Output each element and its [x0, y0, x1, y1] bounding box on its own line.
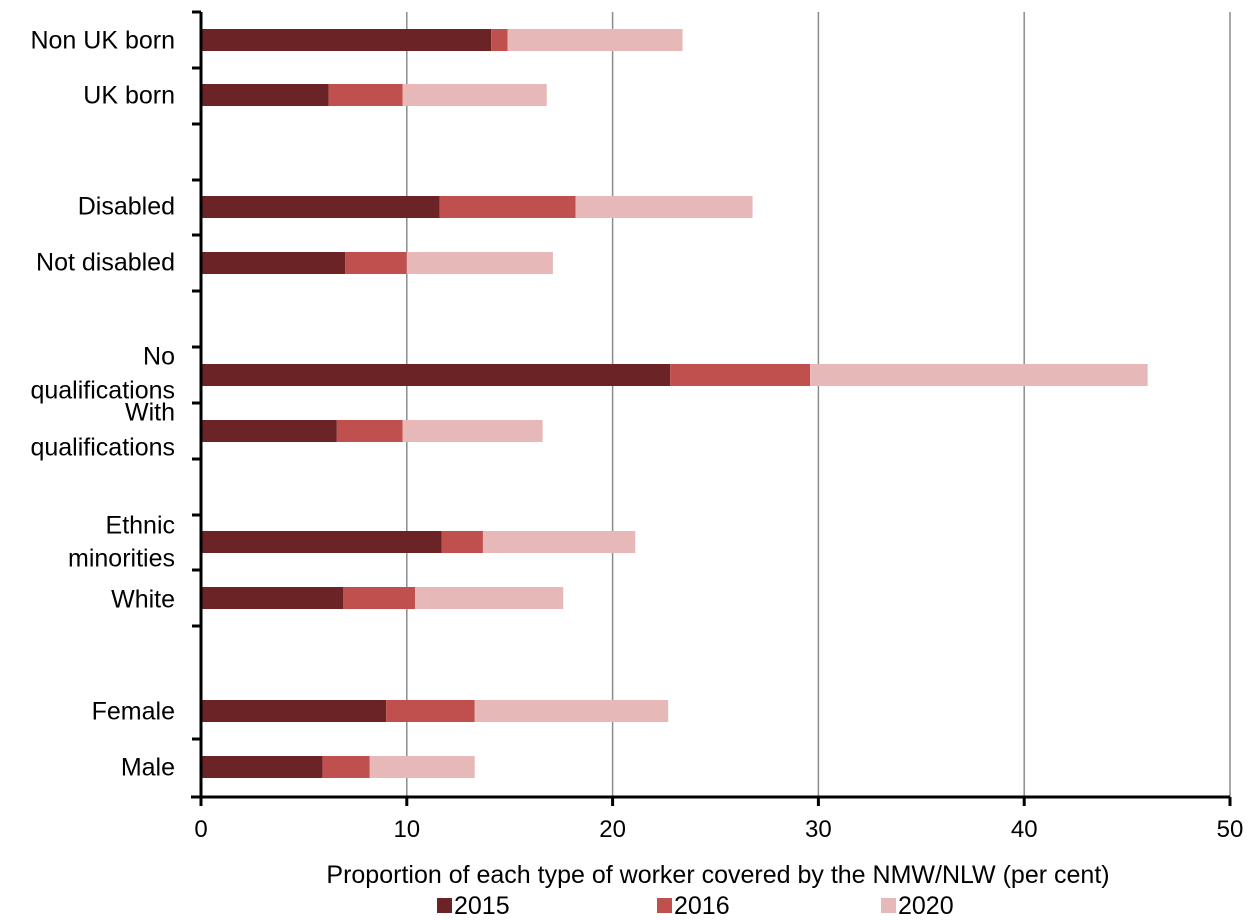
x-tick-label: 10 — [393, 816, 420, 843]
bar-with-qualifications-2016 — [336, 420, 403, 442]
category-label: qualifications — [30, 377, 175, 405]
bar-uk-born-2020 — [402, 84, 547, 106]
bar-not-disabled-2020 — [406, 252, 553, 274]
legend-swatch-2015 — [437, 898, 452, 913]
category-label: UK born — [83, 82, 175, 110]
bar-ethnic-minorities-2015 — [201, 531, 442, 553]
legend-label-2015: 2015 — [454, 892, 510, 920]
x-tick-label: 40 — [1011, 816, 1038, 843]
bar-female-2020 — [474, 700, 669, 722]
bar-disabled-2016 — [439, 196, 576, 218]
category-label: Male — [121, 754, 175, 782]
bars — [201, 29, 1148, 778]
bar-not-disabled-2016 — [345, 252, 407, 274]
bar-non-uk-born-2020 — [507, 29, 683, 51]
bar-non-uk-born-2016 — [491, 29, 508, 51]
bar-male-2020 — [369, 756, 475, 778]
legend-label-2016: 2016 — [674, 892, 730, 920]
category-label: Not disabled — [36, 249, 175, 277]
category-label: minorities — [68, 545, 175, 573]
x-tick-label: 30 — [805, 816, 832, 843]
bar-ethnic-minorities-2016 — [441, 531, 483, 553]
legend: 2015 2016 2020 — [437, 892, 954, 920]
category-label: qualifications — [30, 434, 175, 462]
bar-disabled-2020 — [575, 196, 753, 218]
gridlines — [406, 12, 1231, 797]
x-tick-label: 50 — [1217, 816, 1244, 843]
bar-ethnic-minorities-2020 — [482, 531, 636, 553]
bar-with-qualifications-2015 — [201, 420, 337, 442]
category-label: No — [143, 343, 175, 371]
bar-male-2016 — [322, 756, 370, 778]
bar-uk-born-2015 — [201, 84, 329, 106]
legend-label-2020: 2020 — [898, 892, 954, 920]
bar-female-2015 — [201, 700, 387, 722]
x-tick-label: 0 — [194, 816, 207, 843]
category-label: White — [111, 586, 175, 614]
legend-swatch-2020 — [881, 898, 896, 913]
category-label: Female — [92, 698, 175, 726]
category-label: With — [125, 399, 175, 427]
bar-with-qualifications-2020 — [402, 420, 543, 442]
bar-white-2020 — [415, 587, 564, 609]
category-label: Ethnic — [106, 512, 175, 540]
bar-no-qualifications-2015 — [201, 364, 671, 386]
bar-non-uk-born-2015 — [201, 29, 492, 51]
bar-uk-born-2016 — [328, 84, 403, 106]
bar-female-2016 — [386, 700, 475, 722]
x-tick-label: 20 — [599, 816, 626, 843]
bar-white-2015 — [201, 587, 344, 609]
category-labels: Non UK born UK born Disabled Not disabled No… — [30, 27, 175, 782]
category-label: Non UK born — [30, 27, 175, 55]
bar-no-qualifications-2020 — [810, 364, 1148, 386]
bar-not-disabled-2015 — [201, 252, 346, 274]
bar-white-2016 — [343, 587, 416, 609]
axes — [191, 10, 1232, 806]
category-label: Disabled — [78, 193, 175, 221]
bar-male-2015 — [201, 756, 323, 778]
x-tick-labels: 0 10 20 30 40 50 — [194, 816, 1243, 843]
bar-no-qualifications-2016 — [670, 364, 811, 386]
legend-swatch-2016 — [657, 898, 672, 913]
bar-disabled-2015 — [201, 196, 440, 218]
x-axis-title: Proportion of each type of worker covere… — [326, 861, 1109, 889]
